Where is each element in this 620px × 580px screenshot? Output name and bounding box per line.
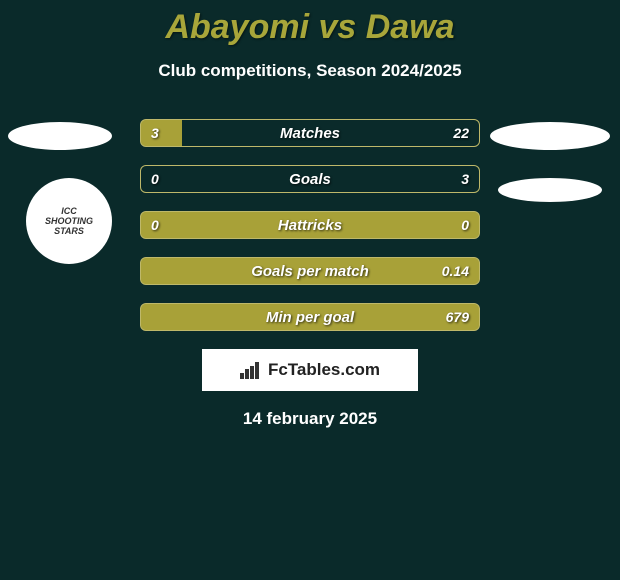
stat-bar: 322Matches xyxy=(140,119,480,147)
subtitle: Club competitions, Season 2024/2025 xyxy=(0,61,620,81)
team-circle-text: ICC SHOOTING STARS xyxy=(39,206,99,236)
brand-text: FcTables.com xyxy=(268,360,380,380)
stat-bar: 00Hattricks xyxy=(140,211,480,239)
bar-left-fill xyxy=(141,258,479,284)
bar-right-fill xyxy=(141,166,479,192)
stat-bar: 03Goals xyxy=(140,165,480,193)
bar-right-fill xyxy=(182,120,479,146)
bar-left-fill xyxy=(141,304,479,330)
bar-left-fill xyxy=(141,212,479,238)
page-title: Abayomi vs Dawa xyxy=(0,0,620,47)
left-top-ellipse xyxy=(8,122,112,150)
bar-left-fill xyxy=(141,120,182,146)
brand-box: FcTables.com xyxy=(202,349,418,391)
right-mid-ellipse xyxy=(498,178,602,202)
team-circle-logo: ICC SHOOTING STARS xyxy=(26,178,112,264)
right-top-ellipse xyxy=(490,122,610,150)
brand-chart-icon xyxy=(240,361,262,379)
stat-bar: 0.14Goals per match xyxy=(140,257,480,285)
comparison-bars: 322Matches 03Goals 00Hattricks 0.14Goals pe… xyxy=(140,119,480,331)
stat-bar: 679Min per goal xyxy=(140,303,480,331)
date-text: 14 february 2025 xyxy=(0,409,620,429)
